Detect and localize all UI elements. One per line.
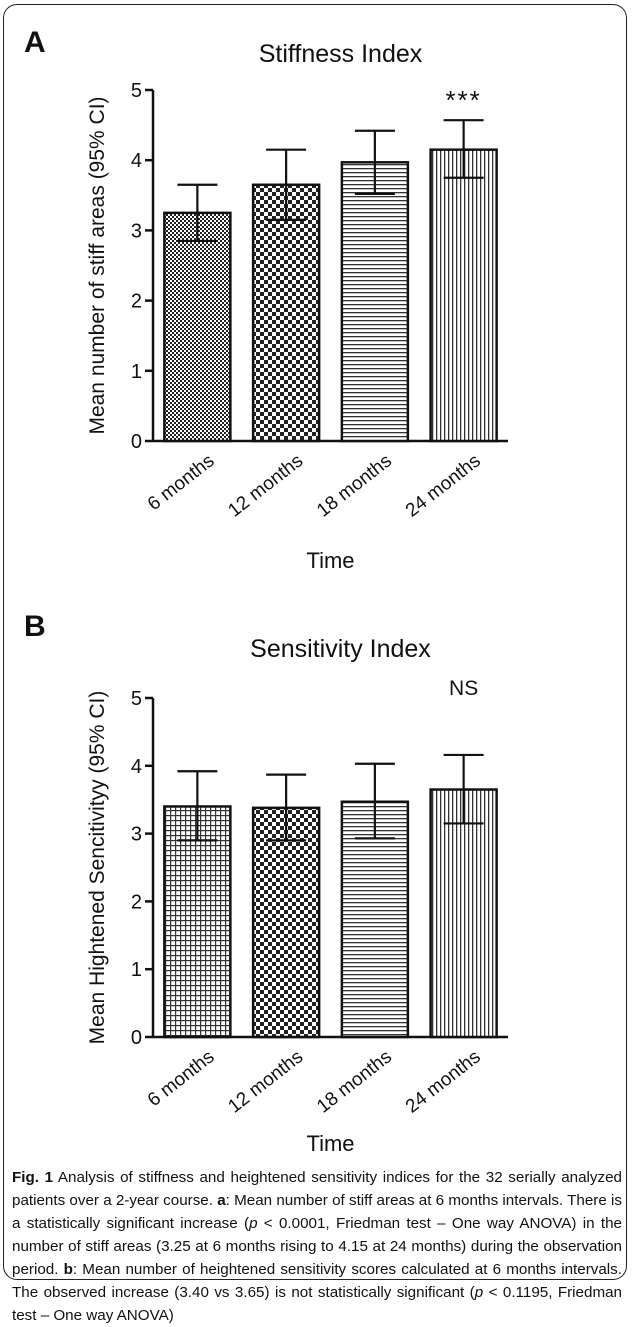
y-axis-title: Mean Hightened Sencitivityy (95% CI) — [86, 691, 109, 1045]
x-axis-title: Time — [306, 1131, 354, 1156]
x-axis-title: Time — [306, 548, 354, 573]
y-tick-label: 4 — [131, 756, 142, 778]
bar — [340, 800, 410, 1039]
y-tick-label: 5 — [131, 688, 142, 710]
x-tick-label: 12 months — [224, 450, 307, 521]
bar — [429, 788, 498, 1039]
sensitivity-chart: Sensitivity Index 0 1 2 3 4 5 6 months 12 months… — [86, 635, 508, 1156]
x-tick-label: 12 months — [224, 1046, 307, 1117]
y-axis-title: Mean number of stiff areas (95% CI) — [86, 96, 109, 434]
caption-fig-label: Fig. 1 — [12, 1169, 54, 1186]
y-tick-label: 1 — [131, 959, 142, 981]
y-tick-label: 0 — [131, 431, 142, 453]
caption-p-2: p — [474, 1284, 484, 1301]
panel-b: B Sensitivity Index 0 1 2 3 4 5 6 months 12 mont… — [0, 610, 633, 1165]
panel-a: A Stiffness Index 0 1 2 3 4 5 6 months 12 months… — [0, 0, 633, 610]
x-tick-label: 18 months — [313, 1046, 396, 1117]
panel-b-letter: B — [24, 610, 46, 643]
y-tick-label: 3 — [131, 220, 142, 242]
y-tick-label: 1 — [131, 361, 142, 383]
bar — [163, 805, 232, 1039]
bar — [251, 183, 321, 443]
bar — [429, 148, 498, 443]
x-tick-label: 6 months — [144, 1046, 219, 1111]
bar — [251, 806, 321, 1039]
caption-a-text-1: : Mean number of stiff areas at 6 months… — [12, 1192, 623, 1232]
bar — [340, 161, 410, 443]
y-tick-label: 4 — [131, 150, 142, 172]
x-tick-label: 24 months — [402, 1046, 485, 1117]
caption-p-1: p — [249, 1215, 258, 1232]
stiffness-chart: Stiffness Index 0 1 2 3 4 5 6 months 12 months 18… — [86, 40, 508, 573]
y-tick-label: 0 — [131, 1027, 142, 1049]
y-tick-label: 3 — [131, 824, 142, 846]
bar — [163, 211, 232, 443]
x-tick-label: 24 months — [402, 450, 485, 521]
caption-a-text-2: < 0.0001, Friedman test – One way ANOVA)… — [12, 1215, 622, 1278]
panel-a-letter: A — [24, 26, 46, 59]
x-tick-label: 18 months — [313, 450, 396, 521]
significance-annotation: *** — [445, 85, 481, 115]
caption-b-letter: b — [63, 1261, 73, 1278]
y-tick-label: 5 — [131, 80, 142, 102]
figure-caption: Fig. 1 Analysis of stiffness and heighte… — [12, 1166, 622, 1327]
y-tick-label: 2 — [131, 891, 142, 913]
caption-a-letter: a — [217, 1192, 226, 1209]
chart-title: Stiffness Index — [259, 40, 423, 68]
y-tick-label: 2 — [131, 291, 142, 313]
significance-annotation: NS — [449, 677, 478, 700]
x-tick-label: 6 months — [144, 450, 219, 515]
caption-intro: Analysis of stiffness and heightened sen… — [12, 1169, 622, 1209]
chart-title: Sensitivity Index — [250, 635, 431, 663]
